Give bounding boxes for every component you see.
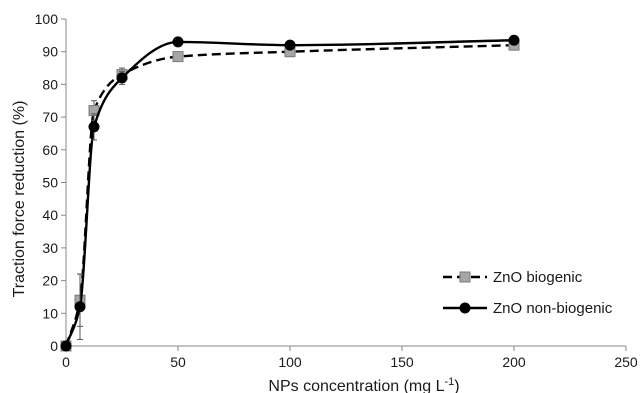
x-axis-label-close: ) [454, 378, 459, 393]
data-point [508, 34, 520, 46]
legend-item-1: ZnO biogenic [443, 269, 583, 286]
x-tick-label: 100 [278, 354, 302, 370]
series-1 [60, 39, 520, 352]
x-tick-label: 250 [614, 354, 638, 370]
series-layer [60, 34, 520, 352]
y-tick-label: 30 [42, 240, 58, 256]
series-line [64, 39, 515, 347]
legend-swatch-marker [459, 271, 471, 283]
axes: 0 10 20 30 40 50 60 70 80 90 100 0 50 100 150 200 250 [35, 11, 638, 370]
y-tick-label: 20 [42, 273, 58, 289]
y-tick-label: 60 [42, 142, 58, 158]
y-tick-label: 40 [42, 207, 58, 223]
x-tick-label: 150 [390, 354, 414, 370]
y-axis-label: Traction force reduction (%) [11, 101, 28, 298]
data-point [172, 36, 184, 48]
legend-swatch-marker [459, 302, 471, 314]
y-tick-label: 90 [42, 44, 58, 60]
y-tick-label: 10 [42, 305, 58, 321]
x-tick-label: 50 [170, 354, 186, 370]
series-2 [60, 34, 520, 352]
x-axis-label-superscript: -1 [444, 376, 454, 388]
legend: ZnO biogenic ZnO non-biogenic [443, 269, 613, 317]
x-axis-label-main: NPs concentration (mg L [268, 378, 444, 393]
series-line [64, 43, 515, 347]
legend-label: ZnO non-biogenic [493, 300, 613, 317]
data-point [60, 340, 72, 352]
data-point [74, 301, 86, 313]
y-tick-label: 80 [42, 76, 58, 92]
x-tick-label: 200 [502, 354, 526, 370]
legend-label: ZnO biogenic [493, 269, 583, 286]
data-point [116, 72, 128, 84]
x-axis-label: NPs concentration (mg L-1) [268, 376, 459, 393]
y-tick-label: 70 [42, 109, 58, 125]
y-tick-label: 100 [35, 11, 59, 27]
legend-item-2: ZnO non-biogenic [443, 300, 613, 317]
y-tick-label: 50 [42, 175, 58, 191]
y-tick-label: 0 [50, 338, 58, 354]
data-point [88, 121, 100, 133]
x-tick-label: 0 [62, 354, 70, 370]
data-point [172, 51, 184, 63]
data-point [284, 39, 296, 51]
